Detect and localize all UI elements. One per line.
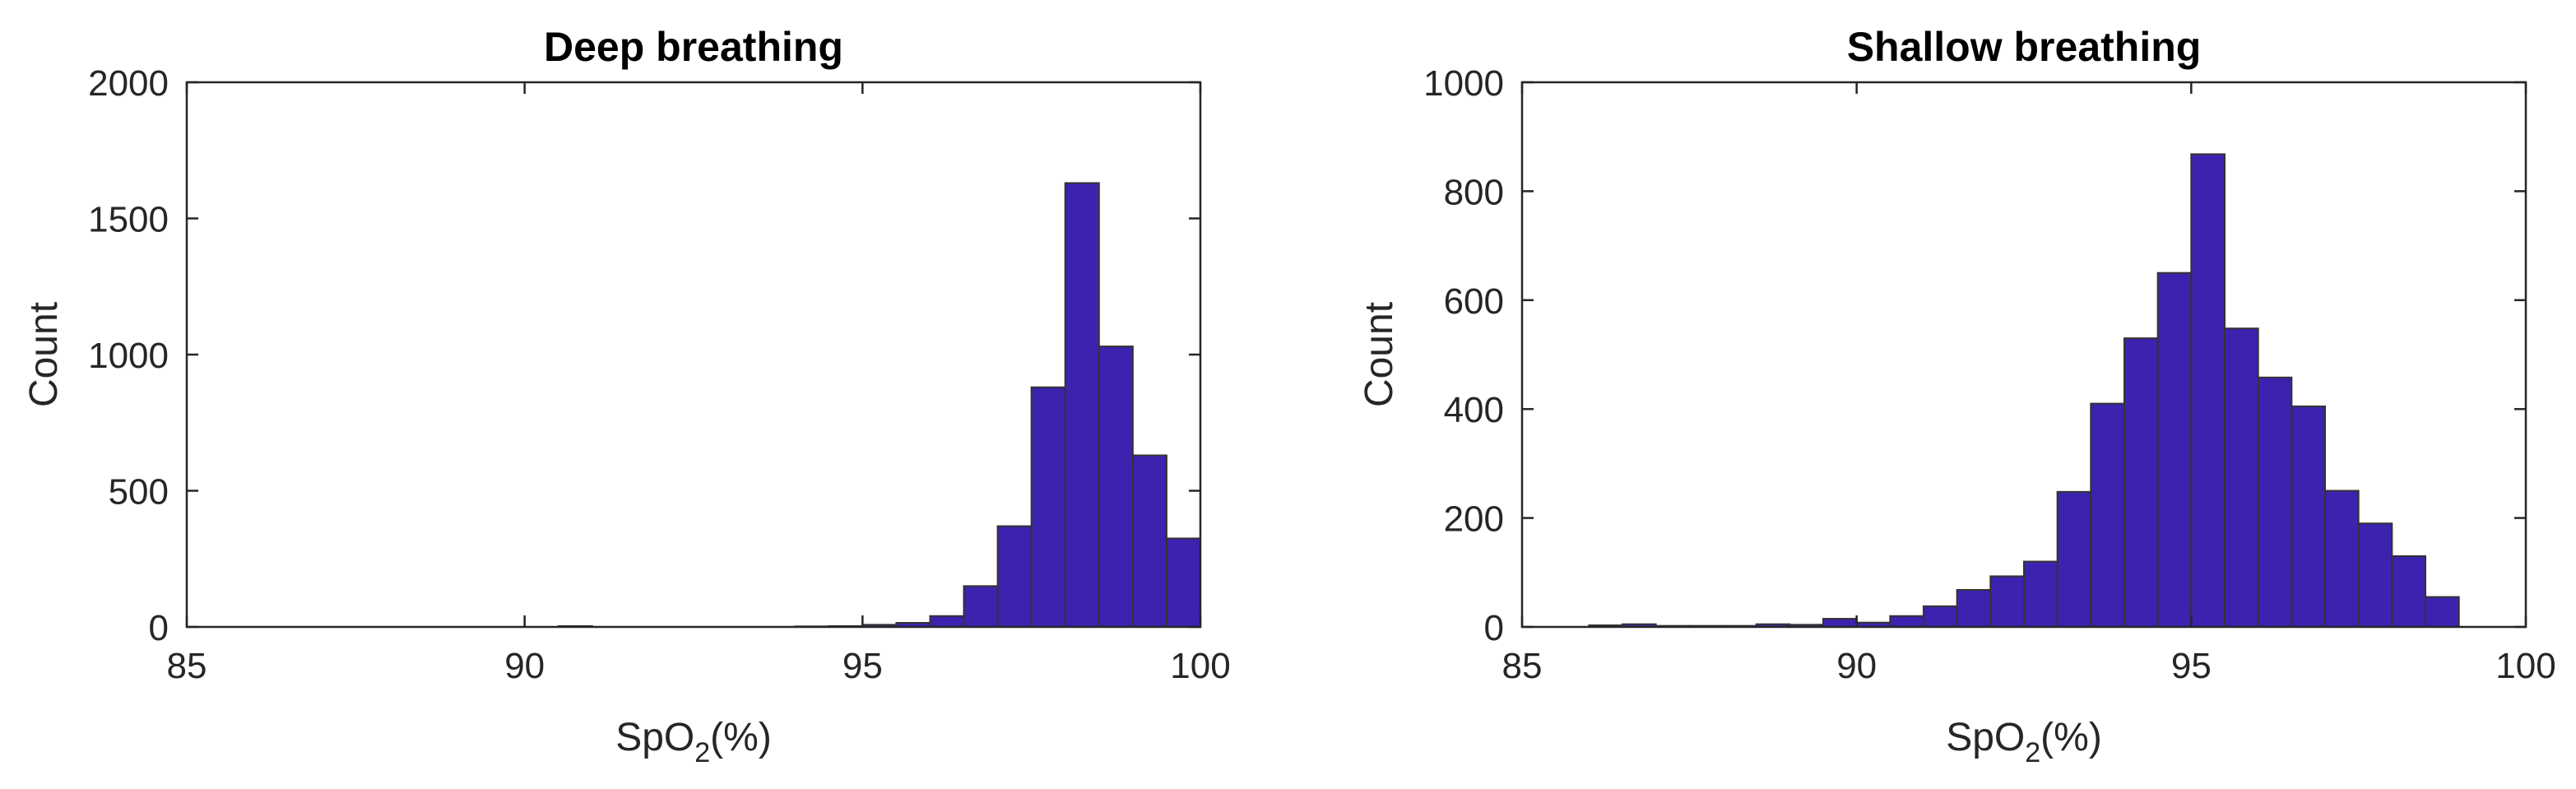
chart-title: Deep breathing [544, 24, 843, 70]
x-tick-label: 100 [1170, 646, 1230, 686]
axes-box [1520, 81, 2527, 629]
y-tick-label: 0 [149, 608, 169, 648]
x-tick-label: 90 [1836, 646, 1877, 686]
histogram-bar [2425, 596, 2460, 627]
y-tick-label: 1000 [88, 336, 169, 376]
x-axis-label-suffix: (%) [710, 716, 772, 759]
histogram-bar [1064, 182, 1100, 627]
histogram-bar [2357, 522, 2393, 627]
y-tick-label: 400 [1444, 390, 1504, 430]
y-axis-label: Count [22, 302, 66, 407]
x-tick-label: 95 [842, 646, 883, 686]
histogram-bar [2391, 555, 2426, 627]
x-axis-label-base: SpO [615, 716, 694, 759]
histogram-bar [1131, 454, 1167, 627]
histogram-bar [1822, 618, 1858, 627]
histogram-bars [1588, 153, 2460, 627]
histogram-bar [2056, 490, 2092, 627]
y-tick-label: 200 [1444, 499, 1504, 540]
histogram-bar [2224, 327, 2259, 627]
histogram-bars [557, 182, 1234, 627]
x-tick-label: 90 [504, 646, 545, 686]
y-tick-label: 1500 [88, 200, 169, 240]
y-tick-label: 2000 [88, 63, 169, 104]
histogram-bar [1165, 537, 1200, 627]
histogram-bar [1200, 621, 1234, 627]
histogram-bar [1098, 346, 1134, 627]
histogram-bar [1956, 588, 1992, 627]
histogram-bar [1989, 575, 2025, 627]
histogram-bar [2324, 490, 2360, 627]
y-tick-label: 1000 [1423, 63, 1504, 104]
y-tick-label: 800 [1444, 172, 1504, 212]
x-axis-label-subscript: 2 [2025, 737, 2040, 768]
x-axis-label-subscript: 2 [694, 737, 710, 768]
histogram-bar [1889, 615, 1924, 627]
x-tick-label: 95 [2171, 646, 2212, 686]
y-tick-label: 600 [1444, 281, 1504, 322]
histogram-bar [2090, 402, 2125, 627]
y-tick-label: 500 [109, 472, 169, 513]
x-tick-label: 85 [167, 646, 207, 686]
x-tick-label: 85 [1502, 646, 1543, 686]
x-tick-label: 100 [2495, 646, 2555, 686]
x-axis-label-base: SpO [1946, 716, 2025, 759]
histogram-bar [2156, 272, 2193, 627]
x-axis-label-suffix: (%) [2040, 716, 2102, 759]
histogram-bar [2123, 337, 2159, 627]
y-axis-label: Count [1358, 302, 1401, 407]
histogram-bar [1923, 605, 1958, 627]
x-axis-label: SpO2(%) [1946, 716, 2102, 768]
histogram-bar [2291, 405, 2326, 627]
histogram-bar [996, 525, 1033, 627]
histogram-bar [2023, 560, 2058, 627]
histogram-bar [1030, 386, 1066, 627]
histogram-bar [963, 585, 999, 627]
histogram-bar [2190, 153, 2226, 627]
histogram-bar [929, 615, 965, 627]
x-axis-label: SpO2(%) [615, 716, 772, 768]
chart-title: Shallow breathing [1847, 24, 2202, 70]
y-tick-label: 0 [1484, 608, 1504, 648]
histogram-bar [2257, 376, 2293, 627]
